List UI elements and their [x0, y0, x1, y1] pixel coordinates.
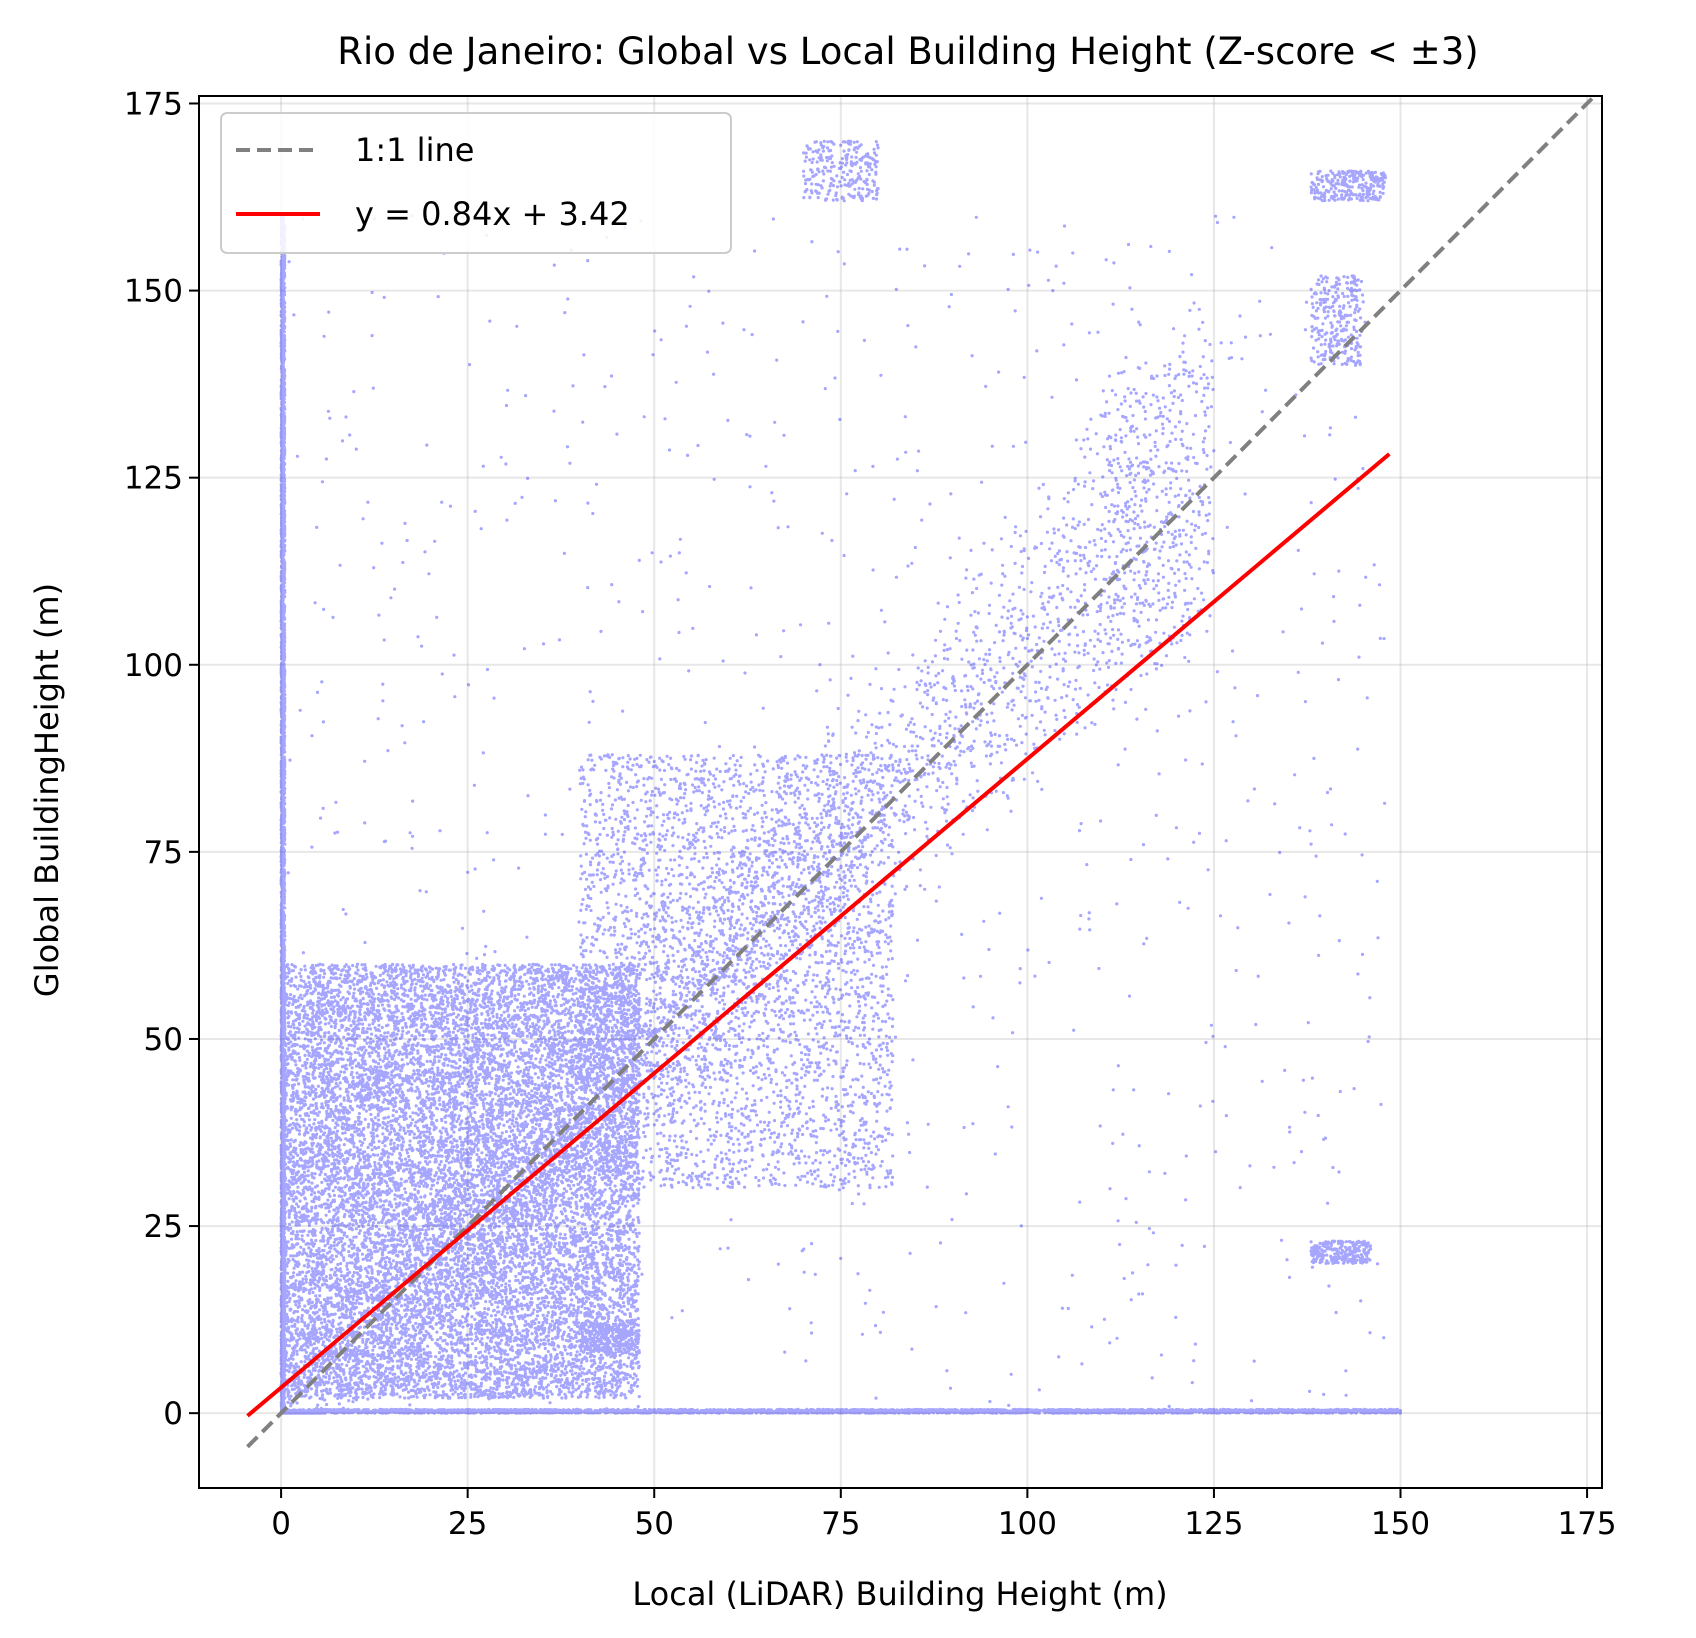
x-tick-label: 25: [448, 1506, 487, 1542]
x-axis-ticks: 0 25 50 75 100 125 150 175: [271, 1488, 1617, 1542]
grid-lines: [199, 96, 1602, 1488]
y-axis-ticks: 0 25 50 75 100 125 150 175: [124, 86, 199, 1432]
x-tick-label: 150: [1371, 1506, 1430, 1542]
y-tick-label: 0: [163, 1396, 183, 1432]
scatter-points: [279, 139, 1403, 1415]
scatter-point-cloud: [279, 139, 1403, 1415]
y-tick-label: 50: [144, 1022, 183, 1058]
x-tick-label: 175: [1557, 1506, 1616, 1542]
x-tick-label: 100: [998, 1506, 1057, 1542]
x-axis-title: Local (LiDAR) Building Height (m): [632, 1575, 1167, 1613]
plot-frame: [198, 95, 1603, 1489]
legend-box: [220, 112, 732, 254]
x-tick-label: 75: [821, 1506, 860, 1542]
legend-label-fit: y = 0.84x + 3.42: [355, 195, 630, 233]
y-tick-label: 125: [124, 461, 183, 497]
y-tick-label: 175: [124, 86, 183, 122]
reference-lines: [246, 94, 1596, 1449]
x-tick-label: 0: [271, 1506, 291, 1542]
y-tick-label: 150: [124, 274, 183, 310]
x-tick-label: 125: [1184, 1506, 1243, 1542]
y-axis-title: Global BuildingHeight (m): [28, 583, 66, 997]
y-tick-label: 25: [144, 1209, 183, 1245]
legend-label-identity: 1:1 line: [355, 131, 474, 169]
y-tick-label: 75: [144, 835, 183, 871]
identity-line: [246, 94, 1596, 1449]
chart-title: Rio de Janeiro: Global vs Local Building…: [337, 30, 1478, 73]
x-tick-label: 50: [635, 1506, 674, 1542]
legend: 1:1 line y = 0.84x + 3.42: [220, 112, 732, 254]
y-tick-label: 100: [124, 648, 183, 684]
fit-line: [246, 452, 1391, 1418]
